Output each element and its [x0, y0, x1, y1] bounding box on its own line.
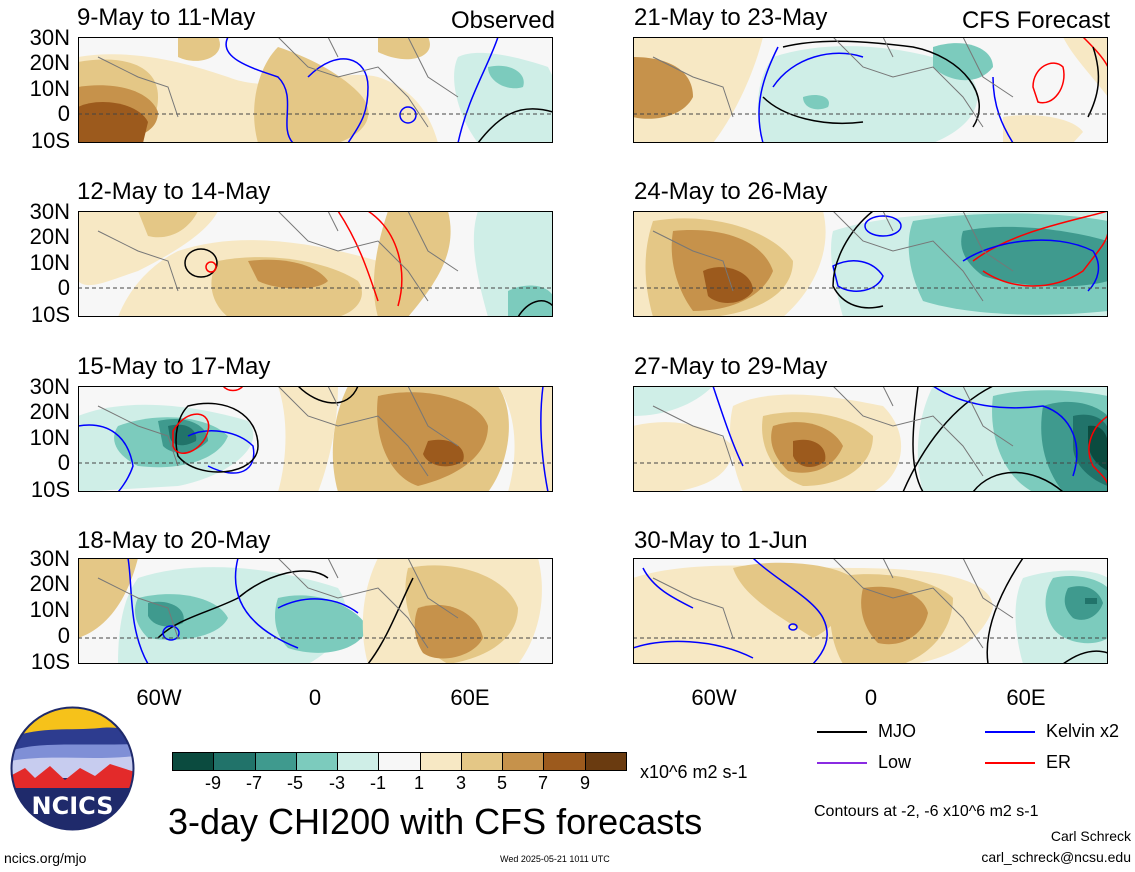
panel-title: 24-May to 26-May [634, 178, 828, 205]
lon-label: 0 [864, 685, 878, 710]
legend-label-kelvin: Kelvin x2 [1046, 721, 1120, 741]
lon-label: 60E [450, 685, 490, 710]
map-panel [78, 386, 553, 492]
lat-label: 0 [57, 101, 70, 126]
colorbar-swatch [214, 753, 256, 770]
lon-label: 60W [136, 685, 182, 710]
author-name: Carl Schreck [1050, 828, 1131, 844]
colorbar-swatch [379, 753, 421, 770]
source-url: ncics.org/mjo [4, 850, 87, 866]
panel-title: 21-May to 23-May [634, 4, 828, 31]
lat-label: 20N [29, 399, 70, 424]
lat-label: 20N [29, 571, 70, 596]
map-panel [78, 211, 553, 317]
contour-note: Contours at -2, -6 x10^6 m2 s-1 [814, 803, 1039, 820]
colorbar-label: 1 [413, 773, 424, 793]
lat-label: 30N [29, 546, 70, 571]
panel-title: 30-May to 1-Jun [634, 527, 808, 554]
lat-label: 10N [29, 250, 70, 275]
map-panel [633, 558, 1108, 664]
main-title: 3-day CHI200 with CFS forecasts [168, 801, 703, 842]
lat-label: 10N [29, 425, 70, 450]
colorbar-swatch [173, 753, 215, 770]
lat-label: 0 [57, 450, 70, 475]
colorbar-label: 3 [455, 773, 466, 793]
colorbar-swatch [296, 753, 339, 770]
legend-label-low: Low [878, 752, 912, 772]
lat-label: 10N [29, 76, 70, 101]
lat-label: 10S [30, 477, 70, 502]
colorbar-swatch [503, 753, 545, 770]
lat-label: 20N [29, 224, 70, 249]
ncics-logo: NCICS [10, 706, 135, 831]
colorbar-label: -9 [204, 773, 221, 793]
colorbar-units: x10^6 m2 s-1 [640, 762, 748, 782]
map-panel [633, 37, 1108, 143]
author-email: carl_schreck@ncsu.edu [981, 849, 1131, 865]
colorbar-swatch [461, 753, 504, 770]
lat-label: 10S [30, 302, 70, 327]
map-panel [633, 386, 1108, 492]
lon-label: 0 [308, 685, 322, 710]
legend-line-mjo [817, 731, 867, 733]
panel-corner-label: Observed [450, 7, 555, 34]
lat-label: 0 [57, 623, 70, 648]
panel-title: 12-May to 14-May [77, 178, 271, 205]
colorbar-swatch [544, 753, 586, 770]
lat-label: 10N [29, 597, 70, 622]
panel-corner-label: CFS Forecast [961, 7, 1110, 34]
map-panel [78, 558, 553, 664]
panel-title: 27-May to 29-May [634, 353, 828, 380]
lat-label: 10S [30, 649, 70, 674]
colorbar-label: 9 [579, 773, 590, 793]
colorbar-swatch [420, 753, 462, 770]
colorbar [172, 752, 627, 771]
colorbar-strip [172, 752, 627, 771]
lat-label: 20N [29, 50, 70, 75]
logo-text: NCICS [31, 792, 114, 820]
colorbar-label: -1 [369, 773, 386, 793]
colorbar-label: 7 [537, 773, 548, 793]
colorbar-swatch [585, 753, 626, 770]
legend-label-er: ER [1046, 752, 1072, 772]
panel-title: 9-May to 11-May [77, 4, 256, 31]
lon-label: 60W [691, 685, 737, 710]
lon-label: 60E [1006, 685, 1046, 710]
colorbar-swatch [338, 753, 380, 770]
colorbar-label: -5 [286, 773, 303, 793]
lat-label: 30N [29, 199, 70, 224]
panel-title: 15-May to 17-May [77, 353, 271, 380]
lat-label: 30N [29, 374, 70, 399]
legend-line-er [985, 762, 1035, 764]
legend-line-kelvin [985, 731, 1035, 733]
colorbar-label: -3 [328, 773, 345, 793]
lat-label: 0 [57, 275, 70, 300]
lat-label: 10S [30, 128, 70, 153]
colorbar-label: 5 [496, 773, 507, 793]
colorbar-swatch [255, 753, 297, 770]
legend-label-mjo: MJO [878, 721, 916, 741]
legend-line-low [817, 762, 867, 764]
lat-label: 30N [29, 25, 70, 50]
timestamp: Wed 2025-05-21 1011 UTC [500, 854, 610, 864]
map-panel [633, 211, 1108, 317]
colorbar-label: -7 [245, 773, 262, 793]
map-panel [78, 37, 553, 143]
panel-title: 18-May to 20-May [77, 527, 271, 554]
